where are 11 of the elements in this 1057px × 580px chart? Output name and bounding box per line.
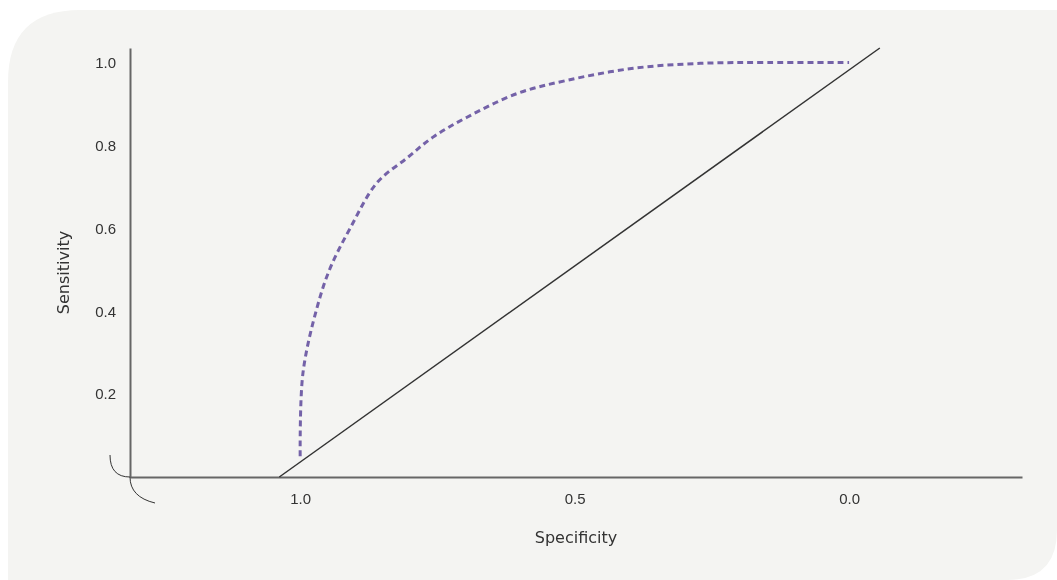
y-tick-label: 0.6: [95, 219, 116, 237]
y-tick-label: 1.0: [95, 53, 116, 71]
y-tick-label: 0.8: [95, 136, 116, 154]
y-axis-title: Sensitivity: [54, 230, 73, 315]
y-tick-label: 0.2: [95, 385, 116, 403]
x-tick-label: 0.0: [839, 489, 861, 507]
x-tick-label: 0.5: [564, 489, 586, 507]
x-axis-title: Specificity: [534, 528, 618, 547]
line-series: [298, 60, 851, 458]
y-tick-label: 0.4: [95, 302, 116, 320]
x-tick-label: 1.0: [290, 489, 312, 507]
